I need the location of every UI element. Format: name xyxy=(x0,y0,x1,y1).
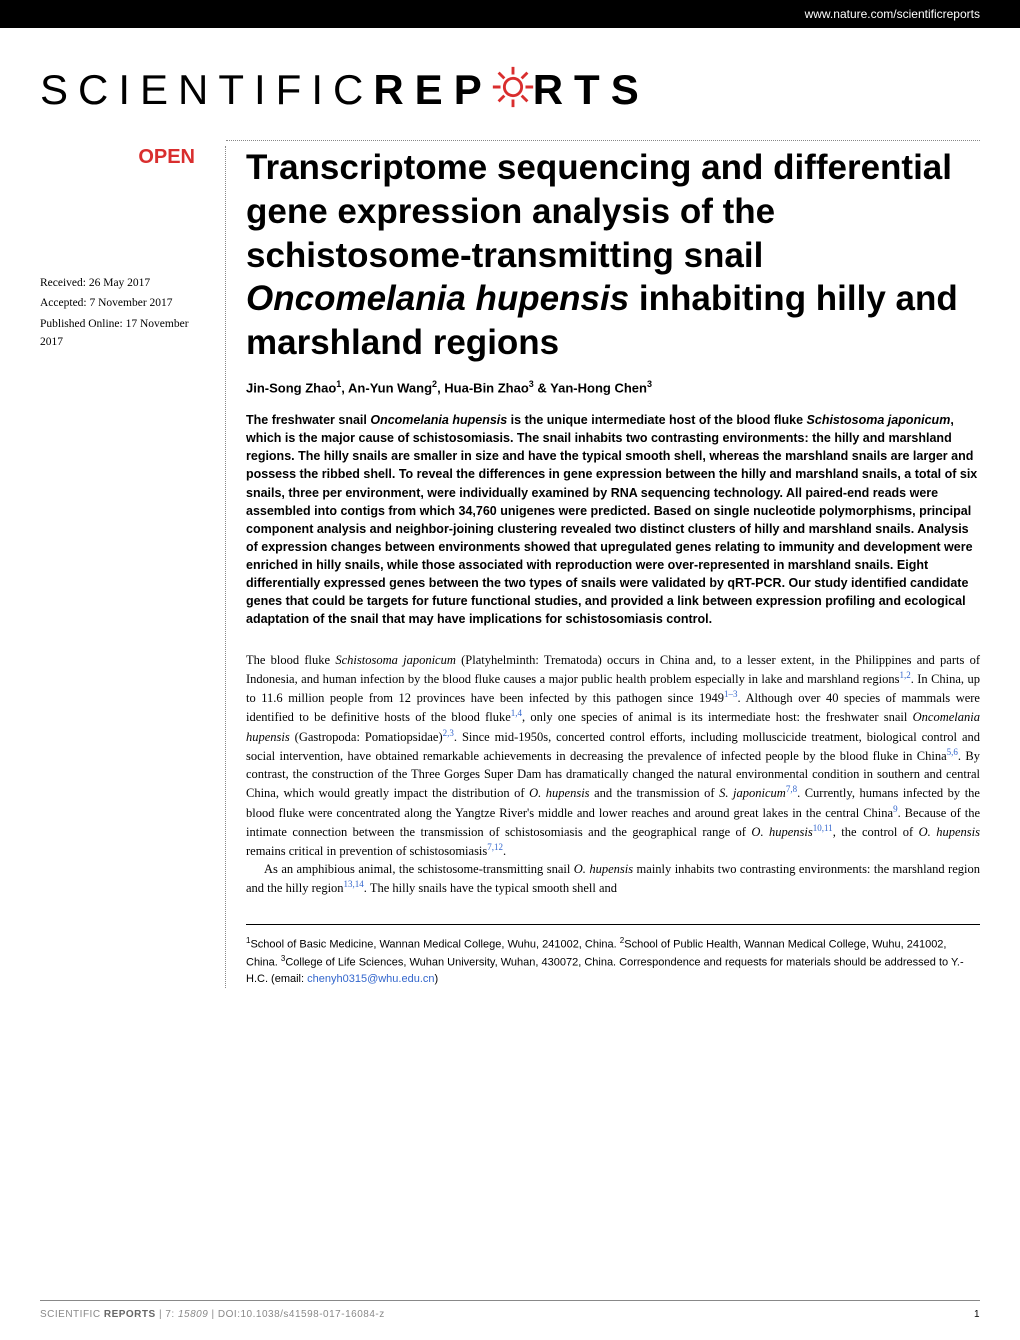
received-date: Received: 26 May 2017 xyxy=(40,274,205,292)
article-abstract: The freshwater snail Oncomelania hupensi… xyxy=(246,411,980,629)
page-footer: SCIENTIFIC REPORTS | 7: 15809 | DOI:10.1… xyxy=(40,1300,980,1320)
page-number: 1 xyxy=(974,1309,980,1320)
left-sidebar: OPEN Received: 26 May 2017 Accepted: 7 N… xyxy=(40,146,225,988)
accepted-date: Accepted: 7 November 2017 xyxy=(40,294,205,312)
article-title: Transcriptome sequencing and differentia… xyxy=(246,146,980,365)
article-dates: Received: 26 May 2017 Accepted: 7 Novemb… xyxy=(40,274,205,352)
logo-text-1: SCIENTIFIC xyxy=(40,66,373,114)
article-main: Transcriptome sequencing and differentia… xyxy=(225,146,980,988)
journal-logo: SCIENTIFIC REP RTS xyxy=(0,28,1020,146)
logo-text-3: RTS xyxy=(533,66,650,114)
article-body: The blood fluke Schistosoma japonicum (P… xyxy=(246,651,980,898)
footer-citation: SCIENTIFIC REPORTS | 7: 15809 | DOI:10.1… xyxy=(40,1309,385,1320)
article-authors: Jin-Song Zhao1, An-Yun Wang2, Hua-Bin Zh… xyxy=(246,379,980,395)
content-area: OPEN Received: 26 May 2017 Accepted: 7 N… xyxy=(0,146,1020,988)
gear-icon xyxy=(489,63,537,116)
header-url[interactable]: www.nature.com/scientificreports xyxy=(805,7,980,21)
logo-text-2: REP xyxy=(373,66,492,114)
published-date: Published Online: 17 November 2017 xyxy=(40,315,205,352)
open-access-badge: OPEN xyxy=(40,146,205,169)
body-paragraph: As an amphibious animal, the schistosome… xyxy=(246,860,980,897)
header-bar: www.nature.com/scientificreports xyxy=(0,0,1020,28)
affiliations: 1School of Basic Medicine, Wannan Medica… xyxy=(246,924,980,988)
body-paragraph: The blood fluke Schistosoma japonicum (P… xyxy=(246,651,980,861)
